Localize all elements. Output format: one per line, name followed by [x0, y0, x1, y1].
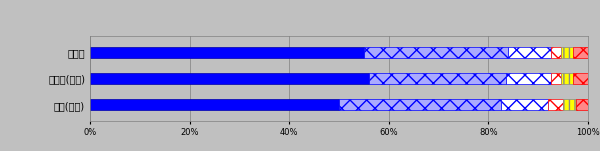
Bar: [560, 47, 573, 58]
Bar: [339, 99, 501, 111]
Bar: [551, 47, 560, 58]
Bar: [90, 99, 339, 111]
Bar: [560, 73, 573, 84]
Bar: [563, 99, 575, 111]
Bar: [508, 47, 551, 58]
Bar: [501, 99, 548, 111]
Bar: [573, 47, 588, 58]
Bar: [90, 47, 364, 58]
Bar: [90, 73, 369, 84]
Bar: [551, 73, 560, 84]
Bar: [369, 73, 506, 84]
Bar: [575, 99, 588, 111]
Bar: [506, 73, 551, 84]
Bar: [548, 99, 563, 111]
Bar: [364, 47, 508, 58]
Bar: [573, 73, 588, 84]
